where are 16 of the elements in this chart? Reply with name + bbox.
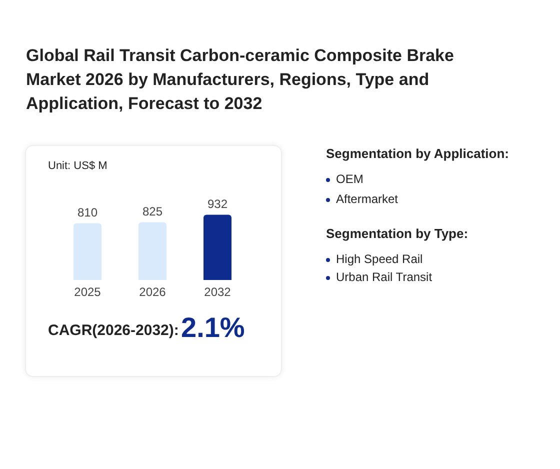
text: Unit: US$ M	[48, 160, 108, 172]
text: Segmentation by Type:	[326, 226, 468, 241]
data-label: 810	[77, 205, 98, 220]
x-tick-label: 2026	[139, 285, 166, 299]
text: Aftermarket	[335, 192, 398, 206]
text: High Speed Rail	[335, 252, 423, 266]
text: Urban Rail Transit	[335, 270, 432, 284]
text: CAGR(2026-2032):	[48, 322, 179, 339]
data-label: 932	[207, 196, 228, 211]
text: OEM	[335, 172, 364, 186]
x-tick-label: 2032	[204, 285, 232, 299]
x-tick-label: 2025	[74, 285, 102, 299]
text: Segmentation by Application:	[326, 146, 509, 161]
text: 2.1%	[181, 312, 245, 344]
data-label: 825	[142, 204, 163, 218]
chart-title: Global Rail Transit Carbon-ceramic Composite Brake Market 2026 by Manufacturers, Regions, Type and Application, Forecast to 2032	[26, 45, 455, 115]
